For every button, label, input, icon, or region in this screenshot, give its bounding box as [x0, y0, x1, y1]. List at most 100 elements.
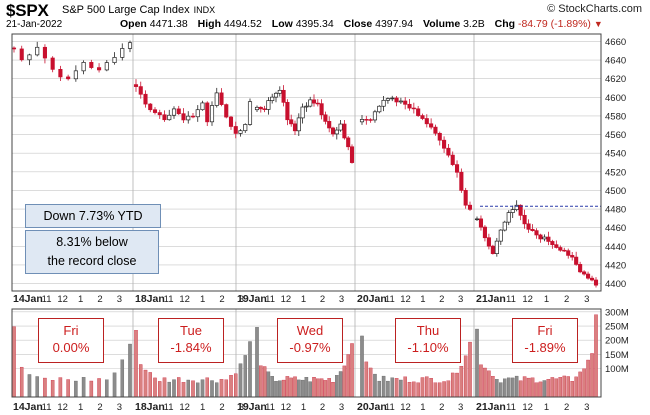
- volume-bar: [50, 380, 55, 398]
- candle-body: [394, 97, 399, 103]
- volume-bar: [323, 380, 328, 398]
- volume-bar: [312, 377, 316, 398]
- candle-body: [247, 101, 253, 125]
- volume-bar: [566, 376, 570, 398]
- time-tick-label: 11: [164, 402, 174, 413]
- index-name-text: S&P 500 Large Cap Index: [62, 4, 190, 16]
- volume-bar: [274, 381, 278, 398]
- volume-tick-label: 200M: [605, 336, 629, 347]
- candle-body: [138, 86, 143, 95]
- time-tick-label: 3: [458, 402, 463, 413]
- candle-body: [514, 204, 519, 210]
- volume-bar: [229, 375, 233, 398]
- time-tick-label: 3: [584, 402, 589, 413]
- volume-bar: [176, 377, 181, 398]
- candle-body: [243, 124, 248, 132]
- candle-body: [538, 234, 543, 240]
- candle-body: [292, 123, 298, 132]
- volume-bar: [514, 375, 519, 398]
- candle-body: [205, 102, 210, 123]
- candle-body: [289, 119, 294, 125]
- time-tick-label: 11: [385, 402, 395, 413]
- volume-bar: [483, 367, 487, 398]
- time-tick-label: 2: [439, 294, 444, 305]
- candle-body: [273, 92, 279, 98]
- volume-bar: [327, 378, 331, 398]
- volume-bar: [214, 382, 219, 398]
- candle-body: [407, 103, 412, 109]
- volume-bar: [293, 376, 297, 398]
- candle-body: [143, 93, 148, 105]
- candle-body: [454, 164, 460, 173]
- time-tick-label: 11: [385, 294, 395, 305]
- volume-bar: [394, 378, 399, 398]
- volume-bar: [468, 341, 472, 398]
- volume-bar: [463, 355, 468, 398]
- plot-frames: [11, 33, 602, 398]
- volume-bar: [66, 379, 70, 398]
- candle-body: [266, 100, 271, 110]
- volume-bar: [248, 341, 252, 398]
- candle-body: [127, 42, 133, 49]
- volume-bar: [546, 379, 551, 398]
- candle-body: [219, 92, 224, 105]
- volume-bar: [495, 379, 499, 398]
- volume-bar: [442, 381, 446, 398]
- volume-bar: [377, 380, 382, 398]
- time-tick-label: 1: [420, 294, 425, 305]
- volume-bar: [373, 373, 377, 398]
- candle-body: [498, 229, 503, 242]
- candle-body: [176, 108, 181, 115]
- open-label: Open: [120, 18, 147, 30]
- volume-bar: [255, 327, 259, 398]
- candle-body: [262, 108, 267, 110]
- candle-body: [546, 236, 551, 242]
- time-tick-label: 18Jan: [135, 293, 165, 305]
- volume-bar: [195, 382, 200, 398]
- volume-bar: [526, 377, 531, 398]
- time-tick-label: 3: [584, 294, 589, 305]
- candle-body: [66, 76, 71, 80]
- volume-axis-labels: 100M 150M 200M 250M 300M: [605, 307, 629, 375]
- price-tick-label: 4560: [605, 130, 626, 141]
- candle-body: [42, 46, 47, 59]
- volume-bar: [487, 370, 491, 398]
- volume-bar: [262, 366, 267, 398]
- time-tick-label: 2: [564, 402, 569, 413]
- chart-header: $SPX S&P 500 Large Cap Index INDX © Stock…: [0, 0, 650, 34]
- candle-body: [89, 61, 94, 68]
- volume-bar: [450, 372, 455, 398]
- candle-body: [112, 57, 117, 63]
- volume-bar: [491, 376, 495, 398]
- candle-body: [467, 204, 473, 210]
- candle-body: [442, 139, 447, 149]
- time-tick-label: 11: [265, 294, 275, 305]
- candle-body: [27, 54, 32, 61]
- time-tick-label: 1: [200, 294, 205, 305]
- volume-bar: [138, 364, 143, 398]
- volume-bar: [243, 355, 247, 398]
- ytd-text: Down 7.73% YTD: [43, 209, 143, 223]
- candle-body: [372, 111, 378, 121]
- time-tick-label: 19Jan: [237, 401, 267, 413]
- candle-body: [349, 146, 355, 163]
- time-tick-label: 12: [179, 402, 190, 413]
- day-name: Wed: [296, 323, 324, 338]
- time-tick-label: 12: [57, 402, 68, 413]
- price-tick-label: 4540: [605, 149, 626, 160]
- time-tick-label: 2: [439, 402, 444, 413]
- volume-tick-label: 250M: [605, 322, 629, 333]
- volume-tick-label: 300M: [605, 307, 629, 318]
- volume-bar: [420, 377, 425, 398]
- time-tick-label: 12: [400, 402, 411, 413]
- candle-body: [152, 109, 158, 113]
- time-tick-label: 1: [544, 294, 549, 305]
- volume-bar: [590, 353, 594, 398]
- record-annotation: 8.31% below the record close: [25, 230, 159, 274]
- candle-body: [437, 132, 442, 141]
- candle-body: [186, 115, 191, 121]
- time-tick-label: 2: [97, 402, 102, 413]
- ticker-symbol: $SPX: [6, 1, 49, 20]
- time-tick-label: 14Jan: [13, 293, 43, 305]
- time-tick-label: 11: [164, 294, 174, 305]
